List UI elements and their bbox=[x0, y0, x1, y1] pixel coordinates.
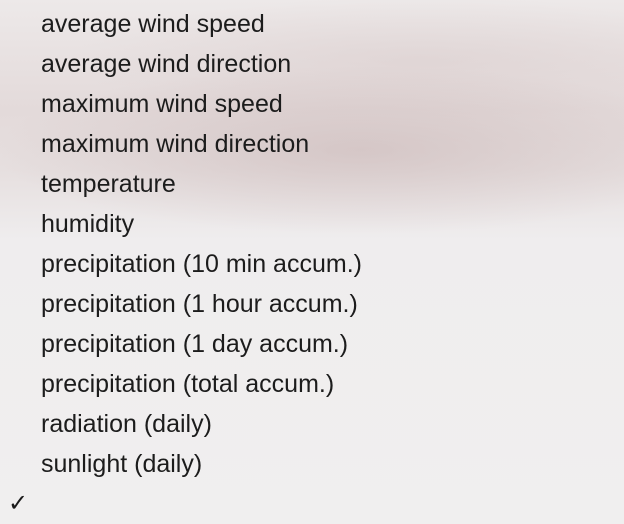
menu-item-blank-selected[interactable]: ✓ bbox=[0, 484, 624, 524]
menu-item-precipitation-total[interactable]: precipitation (total accum.) bbox=[0, 364, 624, 404]
menu-item-maximum-wind-speed[interactable]: maximum wind speed bbox=[0, 84, 624, 124]
menu-item-label: maximum wind speed bbox=[41, 90, 283, 118]
menu-item-radiation-daily[interactable]: radiation (daily) bbox=[0, 404, 624, 444]
menu-item-precipitation-1-day[interactable]: precipitation (1 day accum.) bbox=[0, 324, 624, 364]
menu-item-label: precipitation (total accum.) bbox=[41, 370, 335, 398]
menu-item-label: precipitation (10 min accum.) bbox=[41, 250, 362, 278]
menu-item-average-wind-speed[interactable]: average wind speed bbox=[0, 4, 624, 44]
menu-item-label: precipitation (1 hour accum.) bbox=[41, 290, 358, 318]
menu-item-temperature[interactable]: temperature bbox=[0, 164, 624, 204]
checkmark-icon: ✓ bbox=[8, 490, 29, 517]
menu-item-label: humidity bbox=[41, 210, 135, 238]
menu-item-label: average wind direction bbox=[41, 50, 292, 78]
menu-item-label: maximum wind direction bbox=[41, 130, 310, 158]
menu-item-label: precipitation (1 day accum.) bbox=[41, 330, 349, 358]
menu-item-average-wind-direction[interactable]: average wind direction bbox=[0, 44, 624, 84]
menu-item-precipitation-1-hour[interactable]: precipitation (1 hour accum.) bbox=[0, 284, 624, 324]
menu-item-maximum-wind-direction[interactable]: maximum wind direction bbox=[0, 124, 624, 164]
menu-item-list: average wind speed average wind directio… bbox=[0, 4, 624, 524]
menu-item-label: average wind speed bbox=[41, 10, 265, 38]
menu-item-label: radiation (daily) bbox=[41, 410, 212, 438]
menu-item-sunlight-daily[interactable]: sunlight (daily) bbox=[0, 444, 624, 484]
menu-item-label: temperature bbox=[41, 170, 176, 198]
menu-item-label: sunlight (daily) bbox=[41, 450, 203, 478]
menu-item-precipitation-10-min[interactable]: precipitation (10 min accum.) bbox=[0, 244, 624, 284]
menu-item-humidity[interactable]: humidity bbox=[0, 204, 624, 244]
